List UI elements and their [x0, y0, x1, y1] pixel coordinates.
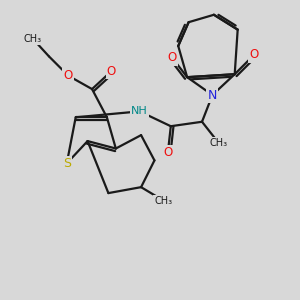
- Text: O: O: [249, 48, 259, 62]
- Text: S: S: [63, 157, 71, 170]
- Text: CH₃: CH₃: [209, 138, 227, 148]
- Text: O: O: [107, 65, 116, 78]
- Text: O: O: [64, 69, 73, 82]
- Text: NH: NH: [131, 106, 148, 116]
- Text: CH₃: CH₃: [154, 196, 172, 206]
- Text: O: O: [163, 146, 172, 160]
- Text: O: O: [168, 51, 177, 64]
- Text: CH₃: CH₃: [23, 34, 42, 44]
- Text: N: N: [208, 88, 217, 101]
